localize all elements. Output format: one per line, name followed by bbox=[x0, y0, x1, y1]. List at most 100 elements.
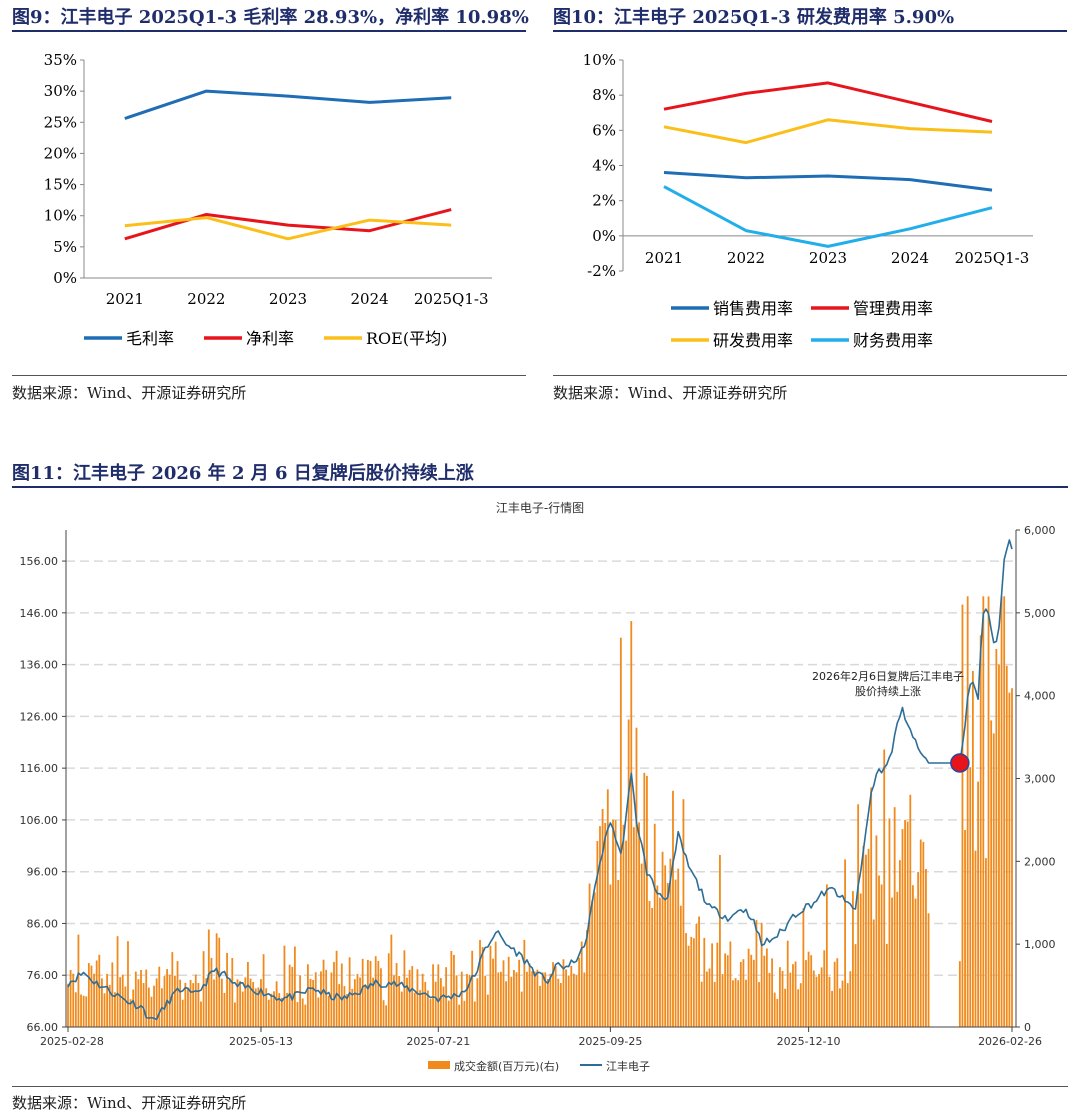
volume-bar bbox=[247, 962, 249, 1027]
volume-bar bbox=[745, 979, 747, 1027]
series-line-1 bbox=[663, 81, 993, 123]
volume-bar bbox=[917, 871, 920, 1027]
volume-bar bbox=[489, 945, 492, 1027]
volume-bar bbox=[844, 859, 846, 1027]
volume-bar bbox=[179, 979, 182, 1027]
volume-bar bbox=[231, 958, 234, 1027]
volume-bar bbox=[239, 981, 242, 1027]
volume-bar bbox=[413, 992, 416, 1027]
volume-bar bbox=[468, 974, 471, 1027]
series-line-0 bbox=[663, 171, 993, 192]
volume-bar bbox=[132, 989, 135, 1027]
volume-bar bbox=[760, 922, 763, 1027]
price-line bbox=[67, 539, 1013, 1021]
volume-bar bbox=[87, 963, 90, 1027]
volume-bar bbox=[307, 964, 309, 1027]
volume-bar bbox=[904, 820, 906, 1027]
volume-bar bbox=[825, 884, 828, 1027]
fig11-source: 数据来源：Wind、开源证券研究所 bbox=[12, 1094, 247, 1112]
volume-bar bbox=[708, 968, 711, 1027]
volume-bar bbox=[513, 970, 515, 1027]
volume-bar bbox=[695, 923, 698, 1027]
volume-bar bbox=[447, 1000, 450, 1027]
volume-bar bbox=[591, 900, 594, 1027]
volume-bar bbox=[964, 830, 966, 1027]
y-tick-label: 30% bbox=[44, 82, 77, 100]
volume-bar bbox=[103, 993, 106, 1027]
legend-label: 管理费用率 bbox=[853, 299, 933, 318]
volume-bar bbox=[601, 809, 604, 1027]
volume-bar bbox=[833, 961, 836, 1027]
volume-bar bbox=[155, 978, 158, 1027]
volume-bar bbox=[270, 993, 273, 1027]
volume-bar bbox=[854, 944, 857, 1027]
volume-bar bbox=[312, 979, 315, 1027]
volume-bar bbox=[870, 787, 873, 1027]
y-tick-label: 2% bbox=[592, 192, 616, 210]
volume-bar bbox=[134, 971, 137, 1027]
volume-bar bbox=[458, 1004, 461, 1027]
volume-bar bbox=[857, 804, 860, 1027]
volume-bar bbox=[985, 858, 987, 1027]
volume-bar bbox=[77, 934, 80, 1027]
right-tick-label: 2,000 bbox=[1024, 855, 1056, 868]
volume-bar bbox=[666, 882, 669, 1027]
volume-bar bbox=[473, 1001, 476, 1027]
volume-bar bbox=[437, 964, 440, 1027]
volume-bar bbox=[862, 845, 865, 1027]
volume-bar bbox=[682, 799, 685, 1027]
volume-bar bbox=[301, 998, 304, 1027]
volume-bar bbox=[739, 961, 742, 1027]
volume-bar bbox=[763, 955, 766, 1027]
volume-bar bbox=[137, 979, 140, 1027]
volume-bar bbox=[640, 863, 643, 1027]
volume-bar bbox=[922, 841, 925, 1027]
volume-bar bbox=[400, 991, 403, 1027]
left-tick-label: 126.00 bbox=[20, 710, 59, 723]
volume-bar bbox=[606, 789, 609, 1027]
volume-bar bbox=[181, 999, 184, 1027]
volume-bar bbox=[82, 995, 85, 1027]
y-tick-label: 6% bbox=[592, 121, 616, 139]
volume-bar bbox=[494, 941, 497, 1027]
volume-bar bbox=[406, 977, 408, 1027]
volume-bar bbox=[990, 720, 993, 1027]
series-line-1 bbox=[124, 208, 452, 241]
volume-bar bbox=[820, 967, 823, 1027]
volume-bar bbox=[275, 981, 278, 1027]
volume-bar bbox=[74, 992, 77, 1027]
volume-bar bbox=[304, 1004, 307, 1027]
volume-bar bbox=[424, 981, 427, 1027]
volume-bar bbox=[773, 992, 776, 1027]
volume-bar bbox=[831, 990, 833, 1027]
volume-bar bbox=[549, 973, 552, 1027]
volume-bar bbox=[617, 880, 620, 1027]
left-tick-label: 116.00 bbox=[20, 762, 59, 775]
volume-bar bbox=[583, 972, 586, 1027]
y-tick-label: 0% bbox=[53, 269, 77, 287]
volume-bar bbox=[669, 858, 672, 1027]
volume-bar bbox=[734, 978, 737, 1027]
volume-bar bbox=[453, 954, 455, 1027]
volume-bar bbox=[643, 772, 646, 1027]
volume-bar bbox=[174, 975, 176, 1027]
y-tick-label: 0% bbox=[592, 227, 616, 245]
volume-bar bbox=[142, 983, 145, 1027]
volume-bar bbox=[867, 848, 870, 1027]
volume-bar bbox=[765, 948, 768, 1027]
volume-bar bbox=[927, 913, 930, 1027]
volume-bar bbox=[909, 794, 912, 1027]
volume-bar bbox=[823, 950, 826, 1027]
volume-bar bbox=[257, 987, 260, 1027]
volume-bar bbox=[619, 637, 622, 1027]
volume-bar bbox=[771, 958, 773, 1027]
x-tick-label: 2022 bbox=[187, 290, 225, 308]
x-tick-label: 2025Q1-3 bbox=[955, 249, 1030, 267]
volume-bar bbox=[390, 934, 393, 1027]
volume-bar bbox=[729, 941, 732, 1027]
volume-bar bbox=[648, 901, 651, 1027]
volume-bar bbox=[432, 964, 434, 1027]
volume-bar bbox=[166, 969, 168, 1027]
volume-bar bbox=[546, 979, 549, 1027]
volume-bar bbox=[716, 942, 719, 1027]
